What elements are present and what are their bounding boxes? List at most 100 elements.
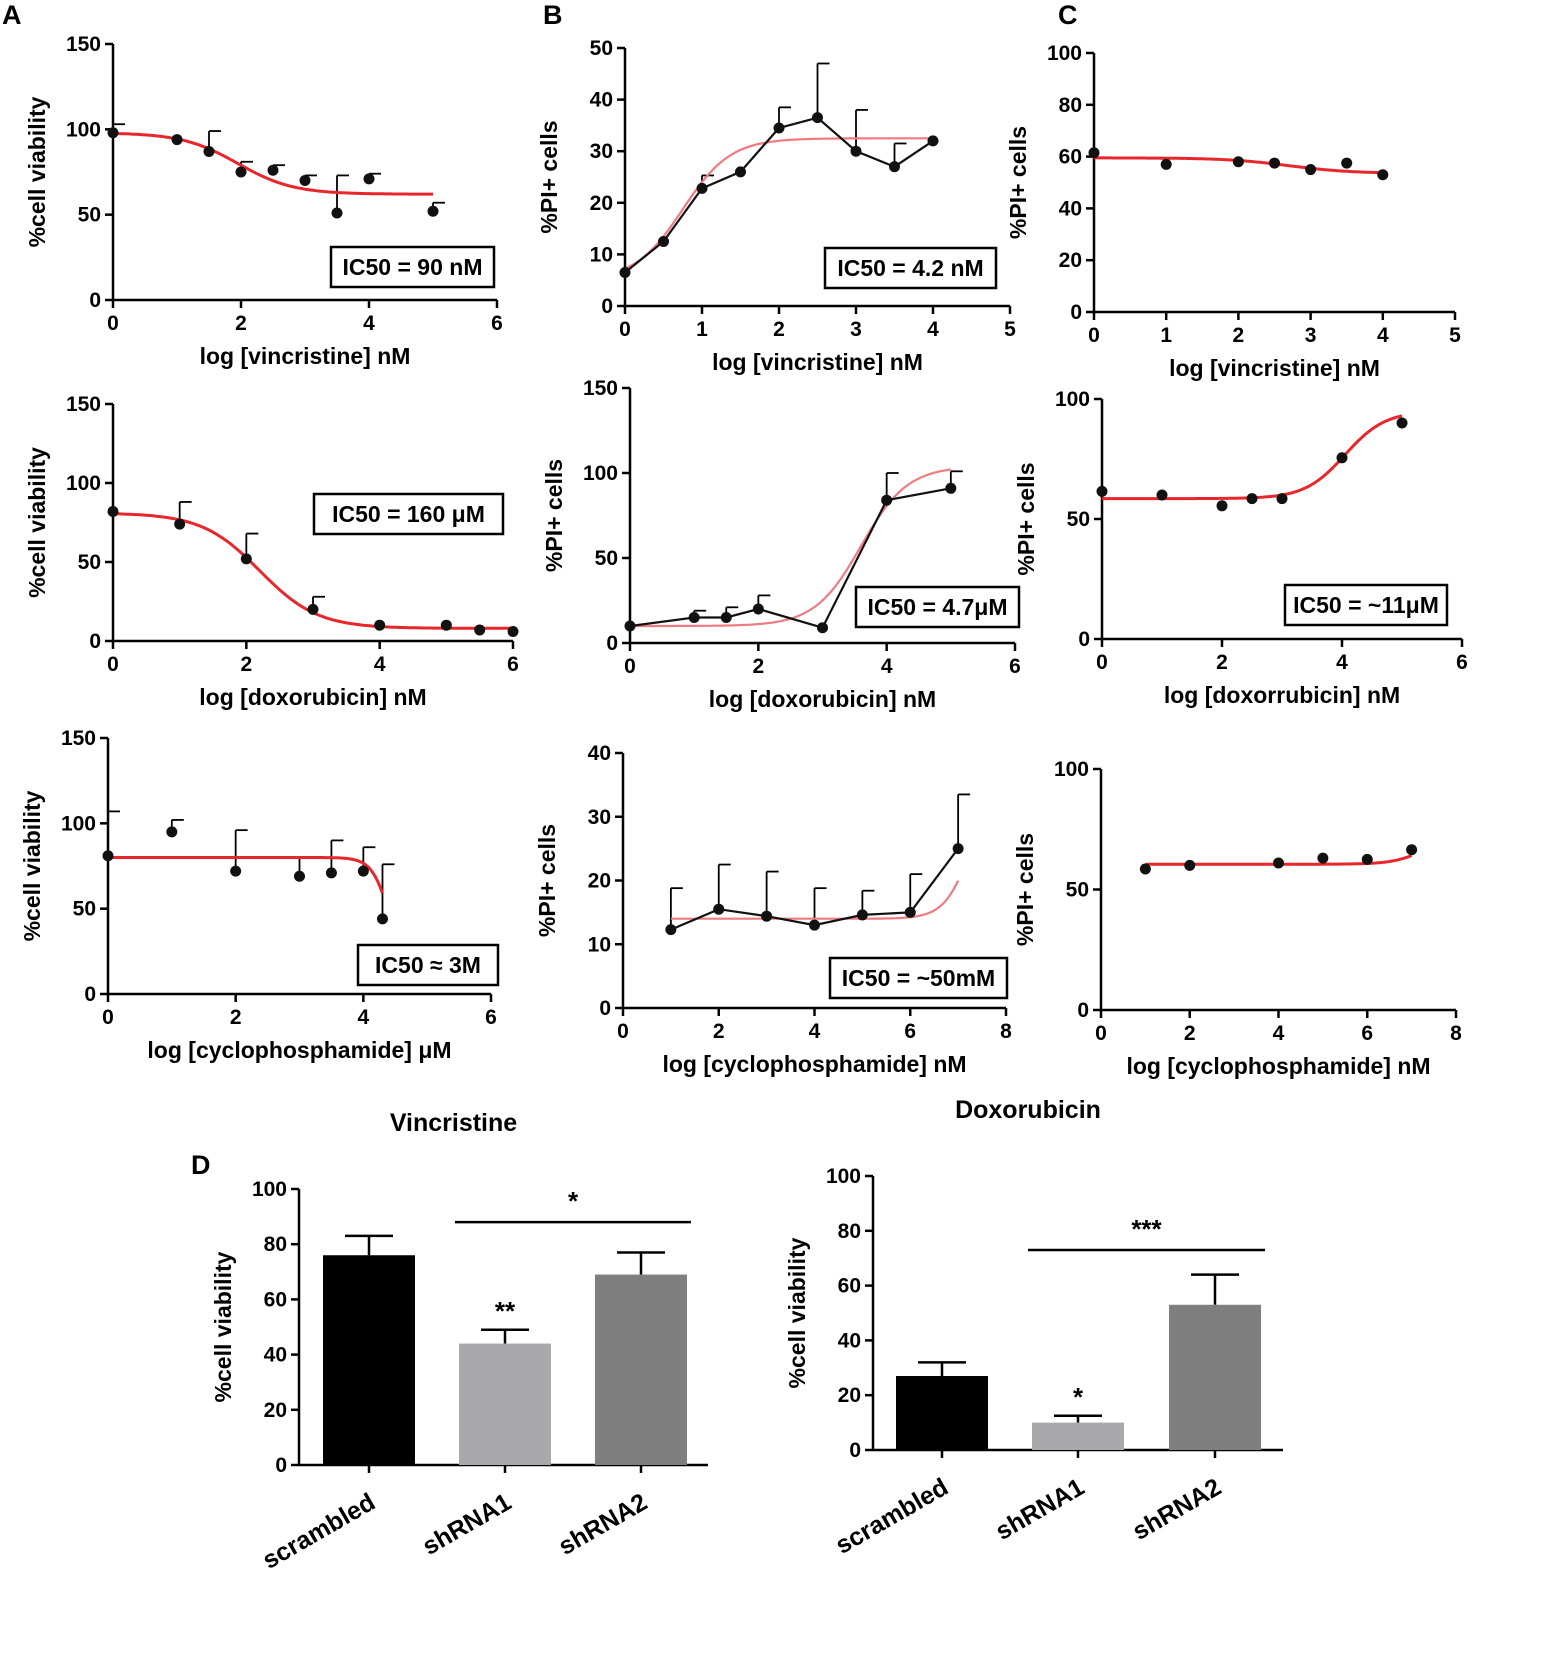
bar — [1169, 1304, 1261, 1450]
chart-b2: 0 50 100 150 %PI+ cells 0 2 4 6 log [doxorubicin]… — [541, 377, 1021, 712]
chart-a1: 0 50 100 150 %cell viability 0 2 4 6 log [vincris… — [24, 33, 503, 369]
x-axis-label: log [vincristine] nM — [712, 349, 923, 375]
data-point — [1406, 844, 1418, 856]
x-tick-label: 0 — [619, 318, 631, 341]
x-tick-label: 2 — [235, 312, 247, 335]
data-point — [1361, 853, 1373, 865]
x-tick-label: 2 — [240, 653, 252, 676]
data-point — [331, 207, 343, 219]
data-point — [856, 909, 868, 921]
y-tick-label: 0 — [599, 997, 611, 1020]
data-point — [889, 161, 900, 173]
y-tick-label: 0 — [84, 983, 96, 1006]
y-axis-label: %cell viability — [24, 447, 50, 598]
y-tick-label: 0 — [849, 1439, 861, 1462]
x-tick-label: 6 — [507, 653, 519, 676]
x-category-label: shRNA1 — [991, 1473, 1089, 1546]
x-tick-label: 6 — [1361, 1022, 1373, 1045]
x-tick-label: 4 — [357, 1006, 369, 1029]
x-tick-label: 4 — [1377, 324, 1389, 347]
data-point — [809, 919, 820, 931]
y-tick-label: 0 — [1078, 628, 1090, 651]
y-tick-label: 150 — [66, 393, 101, 416]
data-point — [761, 910, 773, 922]
y-tick-label: 20 — [264, 1399, 287, 1422]
x-tick-label: 4 — [809, 1020, 821, 1043]
x-tick-label: 1 — [1160, 324, 1172, 347]
bar — [459, 1343, 551, 1465]
ic50-annotation-box — [828, 956, 1009, 1000]
data-point — [107, 127, 119, 139]
data-point — [812, 112, 823, 124]
y-tick-label: 100 — [1054, 758, 1089, 781]
data-point — [904, 906, 916, 918]
y-tick-label: 20 — [838, 1384, 861, 1407]
ic50-annotation: IC50 ≈ 3M — [375, 952, 481, 978]
y-tick-label: 40 — [590, 89, 613, 112]
y-axis-label: %PI+ cells — [541, 459, 567, 572]
chart-b3: 0 10 20 30 40 %PI+ cells 0 2 4 6 8 log [cyclophosph… — [534, 742, 1012, 1077]
x-tick-label: 6 — [1009, 655, 1021, 678]
y-axis-label: %PI+ cells — [536, 120, 562, 233]
x-tick-label: 6 — [1456, 651, 1468, 674]
x-tick-label: 0 — [1096, 651, 1108, 674]
ic50-annotation-box — [854, 585, 1021, 629]
y-tick-label: 0 — [89, 630, 101, 653]
ic50-annotation-box — [312, 492, 505, 536]
x-axis-label: log [cyclophosphamide] nM — [662, 1051, 966, 1077]
y-tick-label: 20 — [588, 870, 611, 893]
fit-curve — [112, 131, 433, 196]
data-point — [307, 603, 319, 615]
y-axis-label: %PI+ cells — [534, 824, 560, 937]
x-tick-label: 4 — [363, 312, 375, 335]
x-tick-label: 6 — [485, 1006, 497, 1029]
data-point — [720, 612, 732, 623]
ic50-annotation-box — [823, 246, 998, 290]
data-point — [294, 870, 305, 882]
x-tick-label: 6 — [491, 312, 503, 335]
x-axis-label: log [doxorubicin] nM — [199, 684, 426, 710]
x-tick-label: 0 — [107, 653, 119, 676]
ic50-annotation: IC50 = ~50mM — [842, 965, 995, 991]
x-category-label: scrambled — [258, 1488, 380, 1575]
y-axis-label: %PI+ cells — [1012, 833, 1038, 946]
y-tick-label: 50 — [595, 547, 618, 570]
data-point — [881, 494, 893, 506]
x-tick-label: 4 — [374, 653, 386, 676]
data-point — [1377, 169, 1389, 181]
x-axis-label: log [vincristine] nM — [1169, 355, 1380, 381]
data-point — [376, 913, 388, 925]
x-tick-label: 2 — [1184, 1022, 1196, 1045]
x-tick-label: 8 — [1000, 1020, 1012, 1043]
data-point — [267, 164, 279, 176]
bar — [896, 1376, 988, 1450]
y-tick-label: 150 — [583, 377, 618, 400]
data-point — [363, 173, 375, 185]
data-point — [374, 619, 386, 631]
ic50-annotation-box — [329, 245, 496, 289]
bar — [595, 1274, 687, 1465]
x-tick-label: 2 — [1216, 651, 1228, 674]
x-tick-label: 4 — [927, 318, 939, 341]
y-tick-label: 50 — [1067, 508, 1090, 531]
panel-label-a: A — [2, 0, 22, 30]
data-point — [1096, 485, 1108, 497]
fit-curve — [108, 856, 384, 894]
data-point — [1273, 857, 1284, 869]
y-tick-label: 50 — [78, 204, 101, 227]
data-point — [752, 603, 764, 615]
x-tick-label: 8 — [1450, 1022, 1462, 1045]
ic50-annotation: IC50 = 4.2 nM — [837, 255, 983, 281]
data-point — [1396, 417, 1408, 429]
data-point — [235, 166, 247, 178]
y-tick-label: 50 — [73, 898, 96, 921]
y-axis-label: %cell viability — [19, 790, 45, 941]
x-tick-label: 0 — [624, 655, 636, 678]
chart-a3: 0 50 100 150 %cell viability 0 2 4 6 log [cycloph… — [19, 727, 500, 1063]
y-tick-label: 30 — [588, 806, 611, 829]
significance-marker: * — [1073, 1382, 1084, 1412]
y-tick-label: 20 — [1059, 249, 1082, 272]
significance-bracket-label: * — [568, 1186, 579, 1216]
y-tick-label: 80 — [838, 1220, 861, 1243]
ic50-annotation: IC50 = 90 nM — [343, 254, 483, 280]
